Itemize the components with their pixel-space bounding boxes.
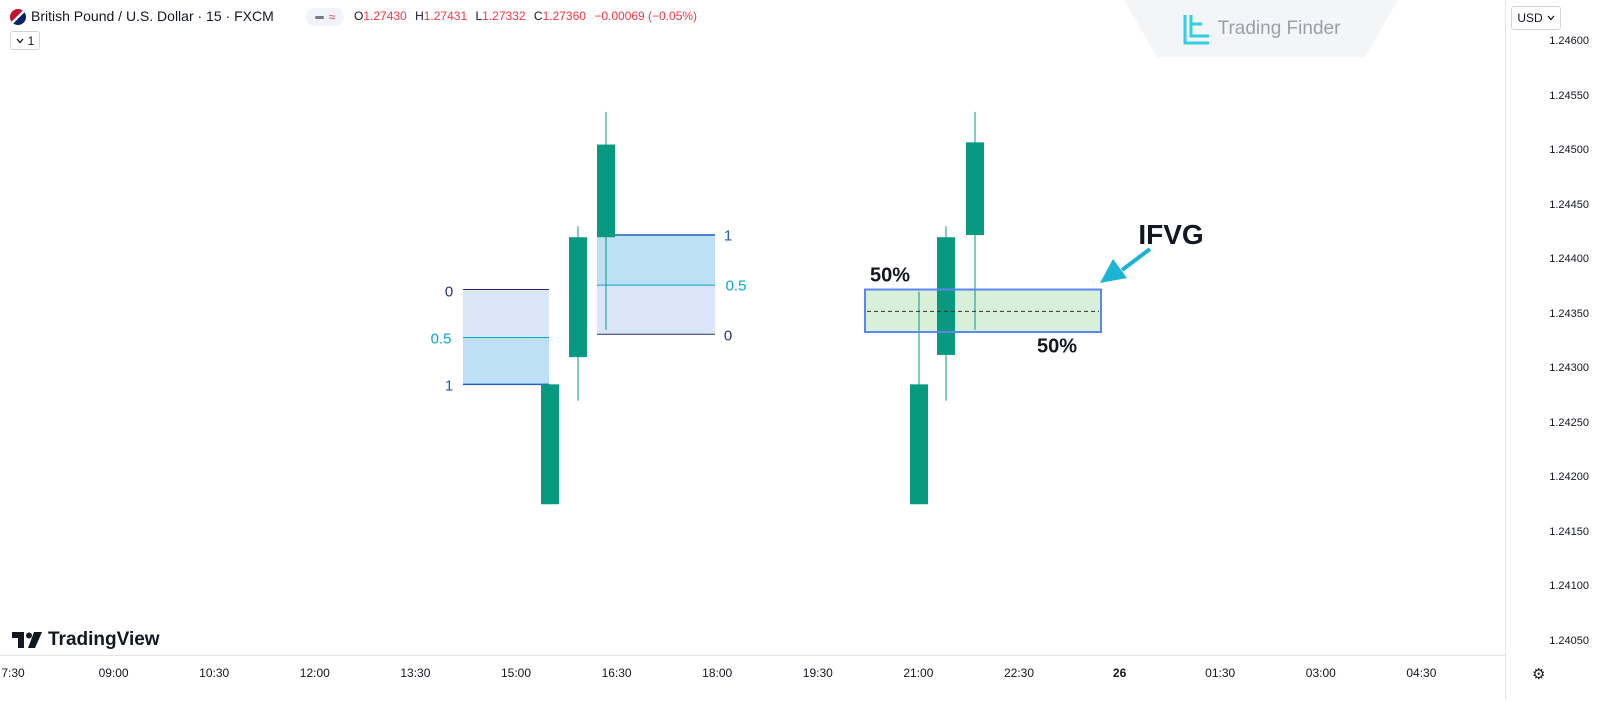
time-axis-label: 09:00 <box>98 666 129 680</box>
currency-selector[interactable]: USD <box>1511 6 1561 30</box>
ifvg-arrow-head <box>1100 259 1127 283</box>
ifvg-arrow-shaft <box>1120 247 1152 272</box>
candle-body <box>910 384 928 505</box>
time-axis-label: 12:00 <box>299 666 330 680</box>
time-axis-label: 15:00 <box>500 666 532 680</box>
time-axis[interactable]: 7:30 09:00 10:30 12:00 13:30 15:00 16:30 18:00 1… <box>0 655 1505 701</box>
price-axis-label: 1.24250 <box>1549 416 1589 429</box>
time-axis-label: 01:30 <box>1205 666 1236 680</box>
time-axis-label: 7:30 <box>1 666 25 680</box>
price-axis-label: 1.24350 <box>1549 307 1589 320</box>
fib-right-level-0: 0 <box>723 327 733 345</box>
candle-body <box>541 384 559 505</box>
fvg-bull-lower-half <box>597 285 715 335</box>
settings-gear-icon[interactable]: ⚙ <box>1532 666 1546 683</box>
price-axis-label: 1.24200 <box>1549 471 1589 483</box>
ohlc-open-key: O <box>354 9 364 23</box>
price-axis-label: 1.24050 <box>1549 634 1589 647</box>
indicator-collapse-button[interactable]: 1 <box>10 31 40 50</box>
tradingview-logo[interactable]: TradingView <box>12 629 160 651</box>
price-axis-label: 1.24150 <box>1549 525 1589 538</box>
price-axis-label: 1.24550 <box>1549 89 1589 102</box>
price-axis-label: 1.24100 <box>1549 580 1589 592</box>
price-axis-label: 1.24300 <box>1549 362 1589 374</box>
time-axis-label: 26 <box>1112 666 1127 680</box>
trading-finder-logo-icon <box>1183 14 1209 44</box>
ifvg-top-percent: 50% <box>869 264 911 287</box>
fib-left-level-1: 1 <box>444 377 454 395</box>
ohlc-readout: O1.27430 H1.27431 L1.27332 C1.27360 −0.0… <box>354 9 702 23</box>
symbol-flag-icon <box>10 9 26 25</box>
currency-label: USD <box>1517 11 1543 25</box>
ohlc-close-value: 1.27360 <box>542 9 586 23</box>
trading-finder-watermark: Trading Finder <box>1124 0 1398 57</box>
time-axis-label: 19:30 <box>802 666 833 680</box>
fib-left-level-0: 0 <box>444 283 454 301</box>
ohlc-high-value: 1.27431 <box>423 9 468 23</box>
ifvg-label: IFVG <box>1138 219 1204 250</box>
fvg-bear-lower-half <box>463 337 549 385</box>
candle-body <box>597 144 615 238</box>
tradingview-logo-icon <box>12 632 42 648</box>
symbol-title[interactable]: British Pound / U.S. Dollar · 15 · FXCM <box>31 8 274 24</box>
fib-left-level-05: 0.5 <box>430 330 452 348</box>
ohlc-open-value: 1.27430 <box>363 9 407 23</box>
time-axis-label: 21:00 <box>903 666 934 680</box>
watermark-text: Trading Finder <box>1217 17 1341 39</box>
chevron-down-icon <box>1547 15 1555 21</box>
fvg-bear-upper-half <box>463 289 549 338</box>
minus-icon <box>314 15 324 19</box>
ohlc-low-key: L <box>475 9 483 23</box>
fib-right-level-05: 0.5 <box>725 277 747 295</box>
ohlc-change: −0.00069 (−0.05%) <box>594 9 698 23</box>
time-axis-label: 04:30 <box>1406 666 1437 680</box>
price-axis-label: 1.24400 <box>1549 253 1589 265</box>
candle-body <box>569 237 587 358</box>
ohlc-high-key: H <box>415 9 424 23</box>
time-axis-label: 03:00 <box>1305 666 1336 680</box>
indicator-toggle[interactable]: ≈ <box>306 8 344 26</box>
candle-body <box>966 142 984 236</box>
price-axis[interactable]: 1.24600 1.24550 1.24500 1.24450 1.24400 1.243… <box>1505 0 1600 700</box>
indicator-count: 1 <box>27 33 35 48</box>
fvg-bull-upper-half <box>597 235 715 286</box>
ifvg-zone-fill <box>865 289 1101 333</box>
time-axis-label: 22:30 <box>1003 666 1035 680</box>
fib-right-level-1: 1 <box>723 227 733 245</box>
price-chart[interactable] <box>0 0 1505 655</box>
time-axis-label: 10:30 <box>199 666 230 680</box>
ifvg-bottom-percent: 50% <box>1036 335 1078 358</box>
candle-body <box>937 237 955 355</box>
price-axis-label: 1.24600 <box>1549 35 1589 47</box>
ohlc-close-key: C <box>533 9 543 23</box>
tradingview-brand: TradingView <box>48 629 160 650</box>
time-axis-label: 13:30 <box>400 666 431 680</box>
time-axis-label: 16:30 <box>601 666 632 680</box>
time-axis-label: 18:00 <box>702 666 733 680</box>
price-axis-label: 1.24450 <box>1549 198 1589 211</box>
ohlc-low-value: 1.27332 <box>482 9 526 23</box>
wave-icon: ≈ <box>328 10 336 24</box>
ifvg-zone-border <box>864 288 1102 334</box>
price-axis-label: 1.24500 <box>1549 144 1589 156</box>
chevron-down-icon <box>16 38 24 43</box>
